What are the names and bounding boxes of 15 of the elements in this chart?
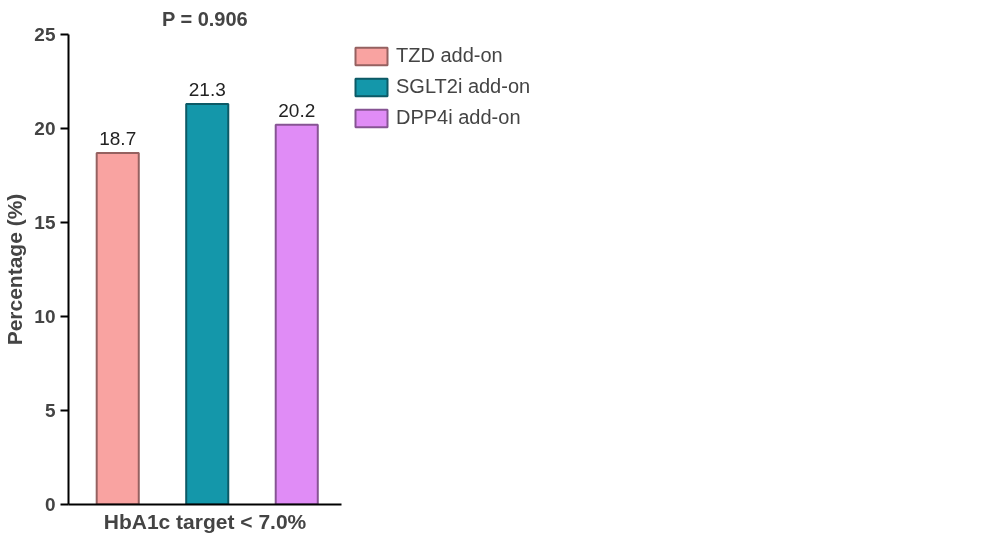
legend-label: SGLT2i add-on: [396, 75, 531, 98]
y-tick-label: 15: [34, 212, 56, 233]
data-label: 18.7: [99, 127, 137, 149]
y-tick-label: 5: [44, 400, 56, 421]
legend-label: TZD add-on: [396, 44, 503, 67]
y-tick-label: 10: [34, 306, 56, 327]
y-tick-label: 0: [44, 494, 56, 515]
y-axis-title: Percentage (%): [3, 193, 27, 346]
x-axis-title: HbA1c target < 7.0%: [103, 509, 307, 533]
y-tick-label: 20: [34, 118, 56, 139]
data-label: 21.3: [188, 79, 226, 101]
y-tick-label: 25: [34, 24, 56, 45]
data-label: 20.2: [278, 99, 316, 121]
legend-label: DPP4i add-on: [396, 106, 521, 129]
chart-title: P = 0.906: [161, 7, 248, 30]
